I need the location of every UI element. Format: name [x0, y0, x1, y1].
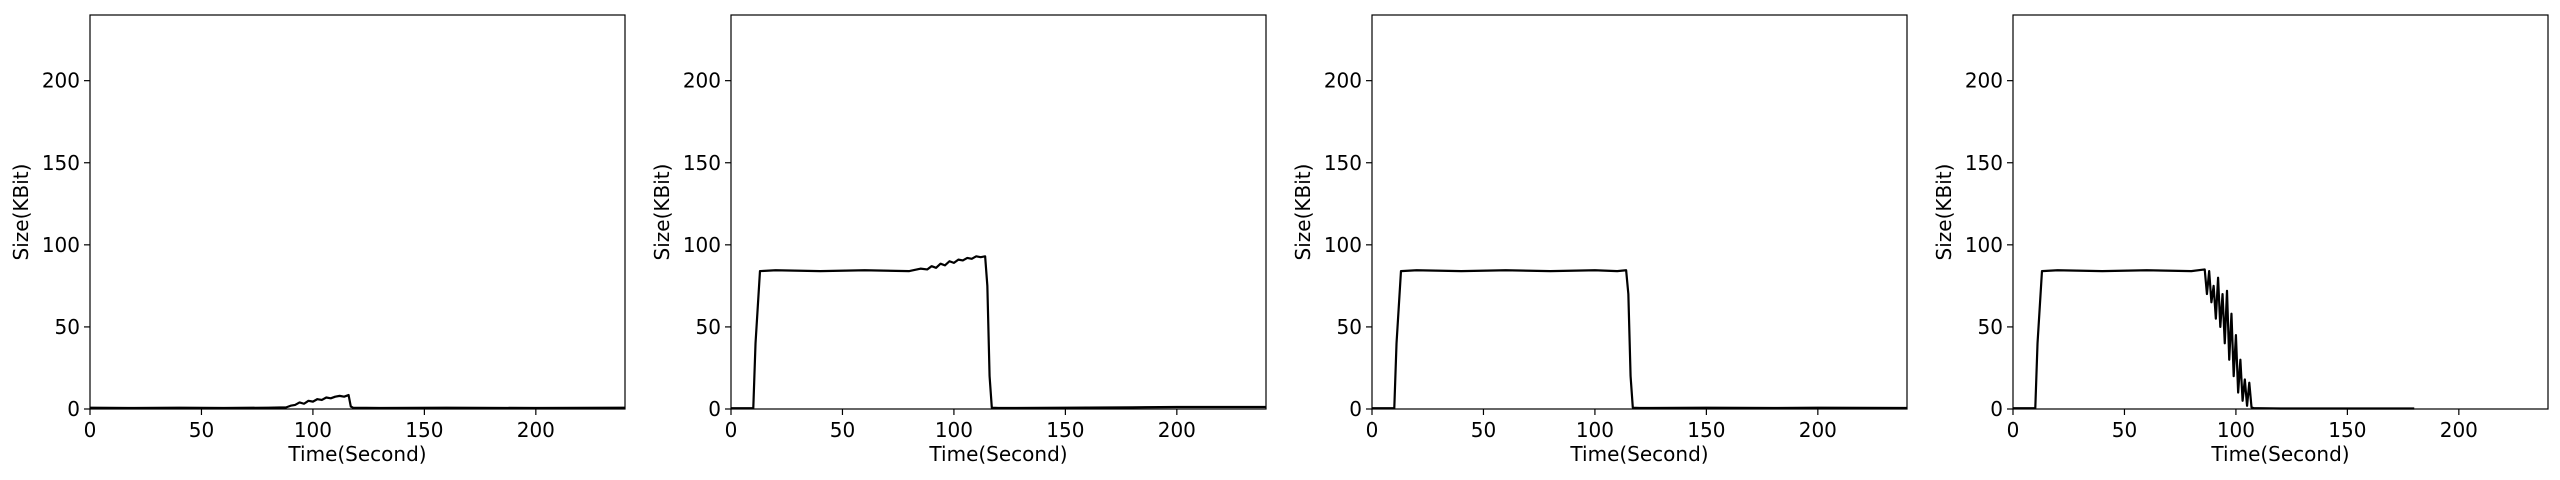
- x-tick-label: 0: [1366, 418, 1379, 442]
- x-tick-label: 100: [2217, 418, 2255, 442]
- x-tick-label: 100: [935, 418, 973, 442]
- y-tick-label: 0: [708, 397, 721, 421]
- y-axis-label: Size(KBit): [650, 164, 674, 261]
- x-tick-label: 50: [1471, 418, 1496, 442]
- series-line-1: [1372, 269, 1908, 410]
- y-tick-label: 150: [1324, 151, 1362, 175]
- x-tick-label: 150: [1046, 418, 1084, 442]
- x-tick-label: 150: [2328, 418, 2366, 442]
- x-axis-label: Time(Second): [287, 442, 426, 466]
- series-line-1: [89, 393, 626, 410]
- chart-panel-2: 0 50 100 150 200 0 50 100 150 200 Time(Second) Size…: [650, 14, 1267, 466]
- x-axis-label: Time(Second): [928, 442, 1067, 466]
- y-tick-label: 50: [1978, 315, 2003, 339]
- y-tick-label: 200: [1324, 69, 1362, 93]
- y-axis-label: Size(KBit): [1932, 164, 1956, 261]
- x-tick-label: 150: [405, 418, 443, 442]
- x-tick-label: 50: [189, 418, 214, 442]
- x-tick-label: 100: [294, 418, 332, 442]
- x-tick-label: 200: [1158, 418, 1196, 442]
- y-tick-label: 100: [1324, 233, 1362, 257]
- y-axis-label: Size(KBit): [9, 164, 33, 261]
- plot-frame: [89, 14, 626, 410]
- y-tick-label: 100: [42, 233, 80, 257]
- plot-frame: [2012, 14, 2549, 410]
- plot-frame: [1371, 14, 1908, 410]
- series-line-1: [731, 255, 1266, 410]
- series-line-1: [2013, 268, 2415, 410]
- x-tick-label: 150: [1687, 418, 1725, 442]
- x-axis-label: Time(Second): [2210, 442, 2349, 466]
- x-tick-label: 200: [2440, 418, 2478, 442]
- y-tick-label: 0: [1990, 397, 2003, 421]
- x-tick-label: 200: [1799, 418, 1837, 442]
- y-tick-label: 50: [55, 315, 80, 339]
- x-tick-label: 50: [830, 418, 855, 442]
- y-tick-label: 100: [683, 233, 721, 257]
- chart-panel-3: 0 50 100 150 200 0 50 100 150 200 Time(Second) Size…: [1291, 14, 1908, 466]
- chart-panel-1: 0 50 100 150 200 0 50 100 150 200 Time(Second) Size…: [9, 14, 626, 466]
- y-tick-label: 50: [696, 315, 721, 339]
- y-tick-label: 150: [1965, 151, 2003, 175]
- x-tick-label: 200: [517, 418, 555, 442]
- y-tick-label: 150: [683, 151, 721, 175]
- y-tick-label: 0: [67, 397, 80, 421]
- x-tick-label: 100: [1576, 418, 1614, 442]
- y-tick-label: 150: [42, 151, 80, 175]
- x-axis-label: Time(Second): [1569, 442, 1708, 466]
- x-tick-label: 50: [2112, 418, 2137, 442]
- y-tick-label: 200: [1965, 69, 2003, 93]
- y-tick-label: 50: [1337, 315, 1362, 339]
- x-tick-label: 0: [2007, 418, 2020, 442]
- y-tick-label: 200: [42, 69, 80, 93]
- y-axis-label: Size(KBit): [1291, 164, 1315, 261]
- y-tick-label: 200: [683, 69, 721, 93]
- plot-frame: [730, 14, 1267, 410]
- y-tick-label: 100: [1965, 233, 2003, 257]
- y-tick-label: 0: [1349, 397, 1362, 421]
- chart-panel-4: 0 50 100 150 200 0 50 100 150 200 Time(Second) Size…: [1932, 14, 2549, 466]
- x-tick-label: 0: [725, 418, 738, 442]
- x-tick-label: 0: [84, 418, 97, 442]
